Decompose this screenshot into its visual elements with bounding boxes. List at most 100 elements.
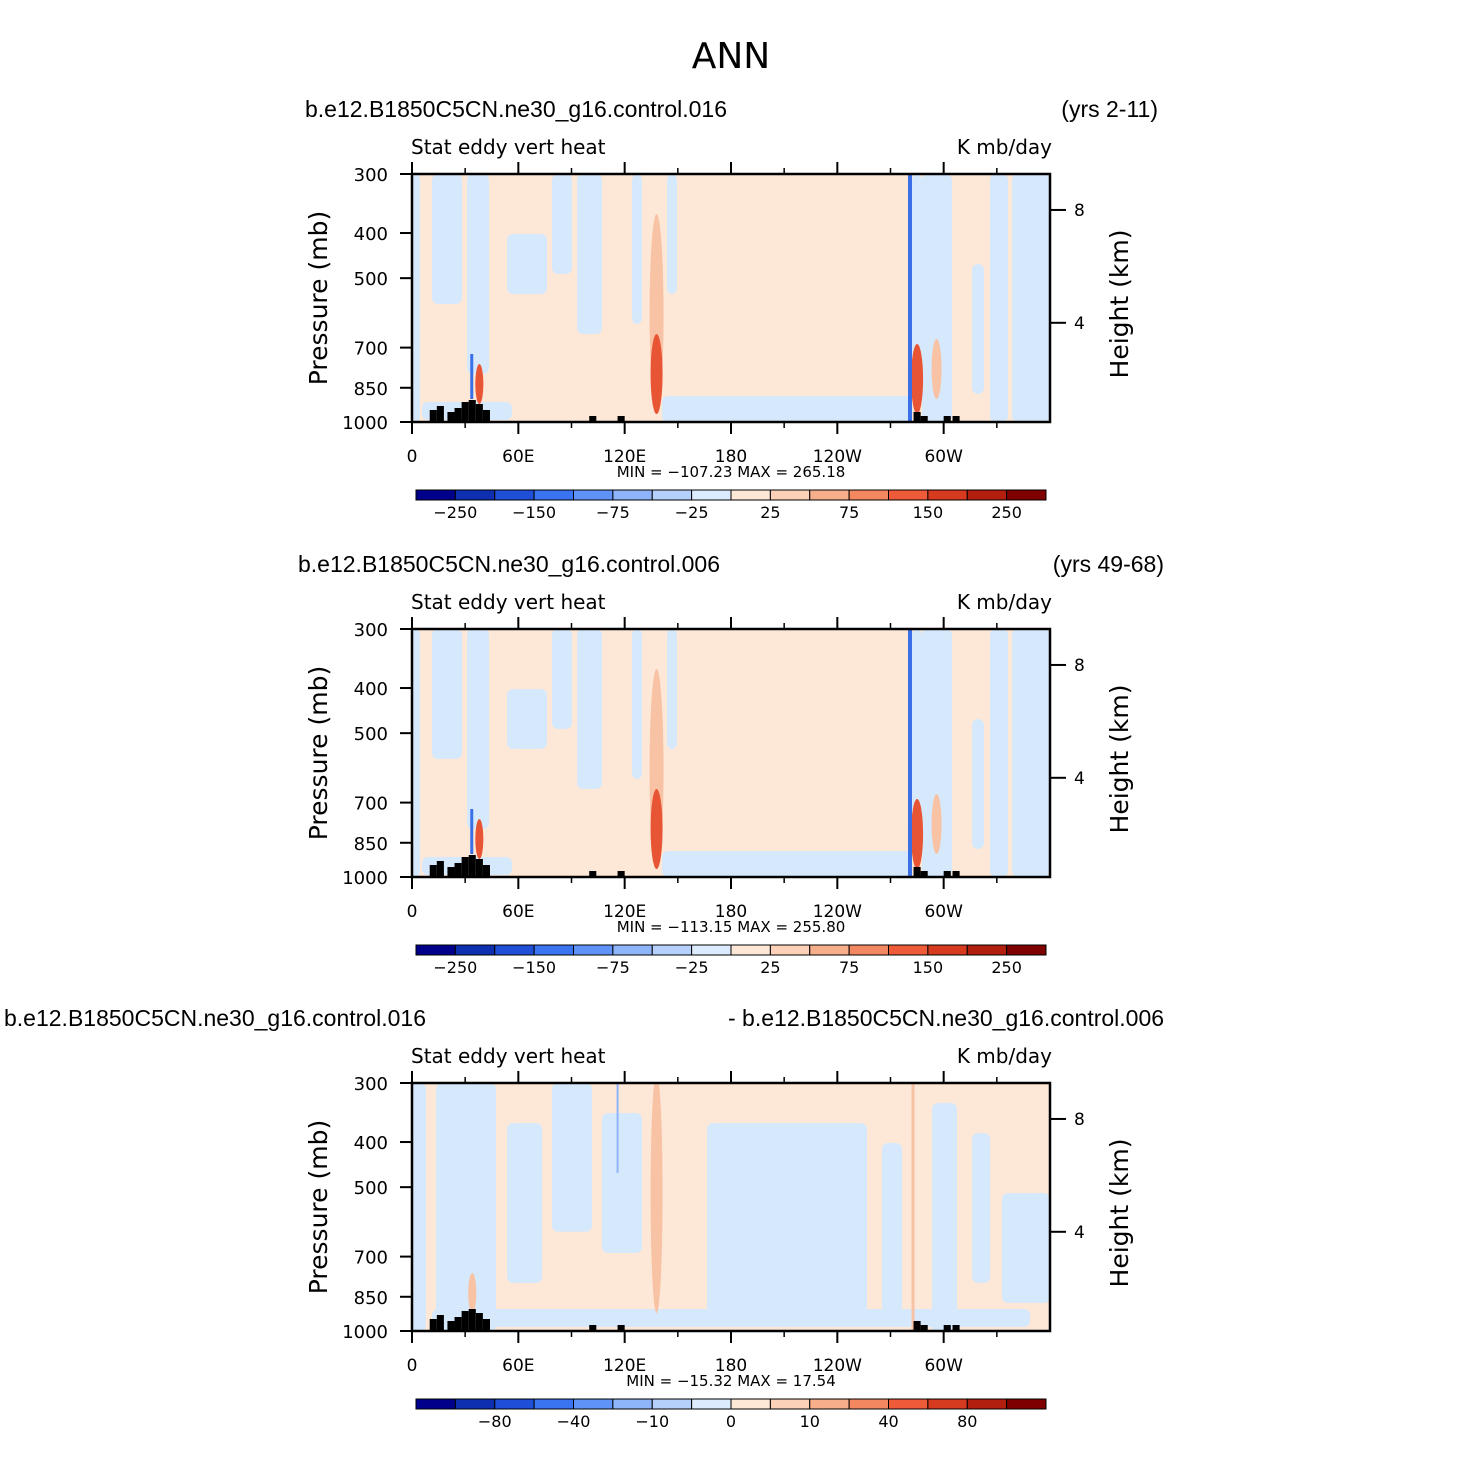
colorbar-swatch	[809, 944, 850, 956]
y-right-tick-label: 4	[1074, 314, 1085, 334]
x-tick-label: 0	[407, 1356, 418, 1376]
colorbar-label: 75	[839, 503, 859, 522]
colorbar-label: 25	[760, 958, 780, 977]
orography	[913, 1321, 921, 1331]
negative-region	[882, 1143, 902, 1313]
orography	[920, 1325, 928, 1331]
colorbar-swatch	[730, 944, 771, 956]
colorbar-swatch	[573, 489, 614, 501]
orography	[920, 871, 928, 877]
warm-streak	[468, 1273, 477, 1313]
colorbar-label: 250	[991, 503, 1022, 522]
colorbar-swatch	[730, 1398, 771, 1410]
x-tick-label: 0	[407, 447, 418, 467]
negative-region	[552, 174, 572, 274]
colorbar-swatch	[888, 1398, 929, 1410]
negative-region	[912, 174, 922, 384]
orography	[447, 867, 455, 877]
x-tick-label: 180	[715, 1356, 747, 1376]
y-tick-label: 500	[354, 724, 388, 745]
colorbar-swatch	[573, 944, 614, 956]
contour-field	[412, 174, 1050, 422]
orography	[429, 410, 437, 422]
y-tick-label: 300	[354, 1074, 388, 1095]
case-name: b.e12.B1850C5CN.ne30_g16.control.006	[298, 551, 720, 577]
colorbar-label: −80	[478, 1412, 512, 1431]
y-tick-label: 700	[354, 339, 388, 360]
x-tick-label: 60W	[924, 1356, 963, 1376]
cold-line	[470, 354, 474, 399]
min-max-text: MIN = −113.15 MAX = 255.80	[617, 918, 846, 936]
colorbar-swatch	[966, 1398, 1008, 1410]
y-tick-label: 1000	[342, 868, 388, 889]
colorbar-swatch	[494, 1398, 535, 1410]
negative-region	[662, 396, 912, 422]
orography	[913, 867, 921, 877]
plot-title-right: K mb/day	[957, 1044, 1052, 1068]
colorbar-swatch	[573, 1398, 614, 1410]
y-tick-label: 500	[354, 1178, 388, 1199]
colorbar-swatch	[888, 944, 929, 956]
negative-region	[667, 174, 677, 294]
colorbar-swatch	[927, 489, 968, 501]
colorbar-swatch	[612, 489, 653, 501]
plot-title-left: Stat eddy vert heat	[411, 1044, 606, 1068]
cold-line	[907, 174, 912, 422]
x-tick-label: 120E	[603, 1356, 646, 1376]
panel-3: b.e12.B1850C5CN.ne30_g16.control.016 - b.…	[4, 1005, 1164, 1431]
colorbar-swatch	[691, 489, 732, 501]
colorbar-label: 80	[957, 1412, 977, 1431]
colorbar-label: 75	[839, 958, 859, 977]
orography	[952, 1325, 960, 1331]
orography	[447, 412, 455, 422]
colorbar-swatch	[769, 944, 811, 956]
field-background	[412, 174, 1050, 422]
negative-region	[432, 629, 462, 759]
y-right-tick-label: 8	[1074, 1110, 1085, 1130]
negative-region	[467, 174, 489, 374]
y-tick-label: 400	[354, 224, 388, 245]
colorbar-swatch	[927, 944, 968, 956]
negative-region	[552, 629, 572, 729]
warm-streak	[650, 1083, 663, 1313]
negative-region	[912, 629, 922, 839]
colorbar-swatch	[848, 1398, 889, 1410]
case-years: (yrs 49-68)	[1053, 551, 1164, 577]
plot-title-left: Stat eddy vert heat	[411, 590, 606, 614]
colorbar-label: 250	[991, 958, 1022, 977]
orography	[436, 406, 444, 422]
colorbar-label: −75	[596, 958, 630, 977]
y-tick-label: 400	[354, 679, 388, 700]
negative-region	[632, 629, 642, 779]
colorbar-label: −25	[675, 958, 709, 977]
colorbar-label: −40	[557, 1412, 591, 1431]
cold-line	[616, 1083, 619, 1173]
colorbar-swatch	[415, 944, 456, 956]
case-years: (yrs 2-11)	[1061, 96, 1158, 122]
colorbar-swatch	[494, 944, 535, 956]
negative-region	[1012, 629, 1050, 877]
colorbar-swatch	[612, 1398, 653, 1410]
orography	[454, 1317, 462, 1331]
warm-core	[650, 789, 663, 869]
orography	[475, 1313, 483, 1331]
y-tick-label: 700	[354, 1248, 388, 1269]
orography	[468, 855, 476, 877]
y-tick-label: 500	[354, 269, 388, 290]
x-tick-label: 60W	[924, 902, 963, 922]
negative-region	[507, 689, 547, 749]
negative-region	[632, 174, 642, 324]
colorbar-swatch	[533, 944, 574, 956]
orography	[454, 408, 462, 422]
colorbar-swatch	[809, 1398, 850, 1410]
warm-core	[911, 799, 924, 869]
x-tick-label: 60E	[502, 902, 534, 922]
colorbar-label: −150	[512, 958, 556, 977]
y-tick-label: 700	[354, 794, 388, 815]
orography	[475, 404, 483, 422]
warm-core	[475, 819, 484, 859]
orography	[475, 859, 483, 877]
negative-region	[667, 629, 677, 749]
negative-region	[990, 629, 1008, 877]
y-right-tick-label: 4	[1074, 769, 1085, 789]
